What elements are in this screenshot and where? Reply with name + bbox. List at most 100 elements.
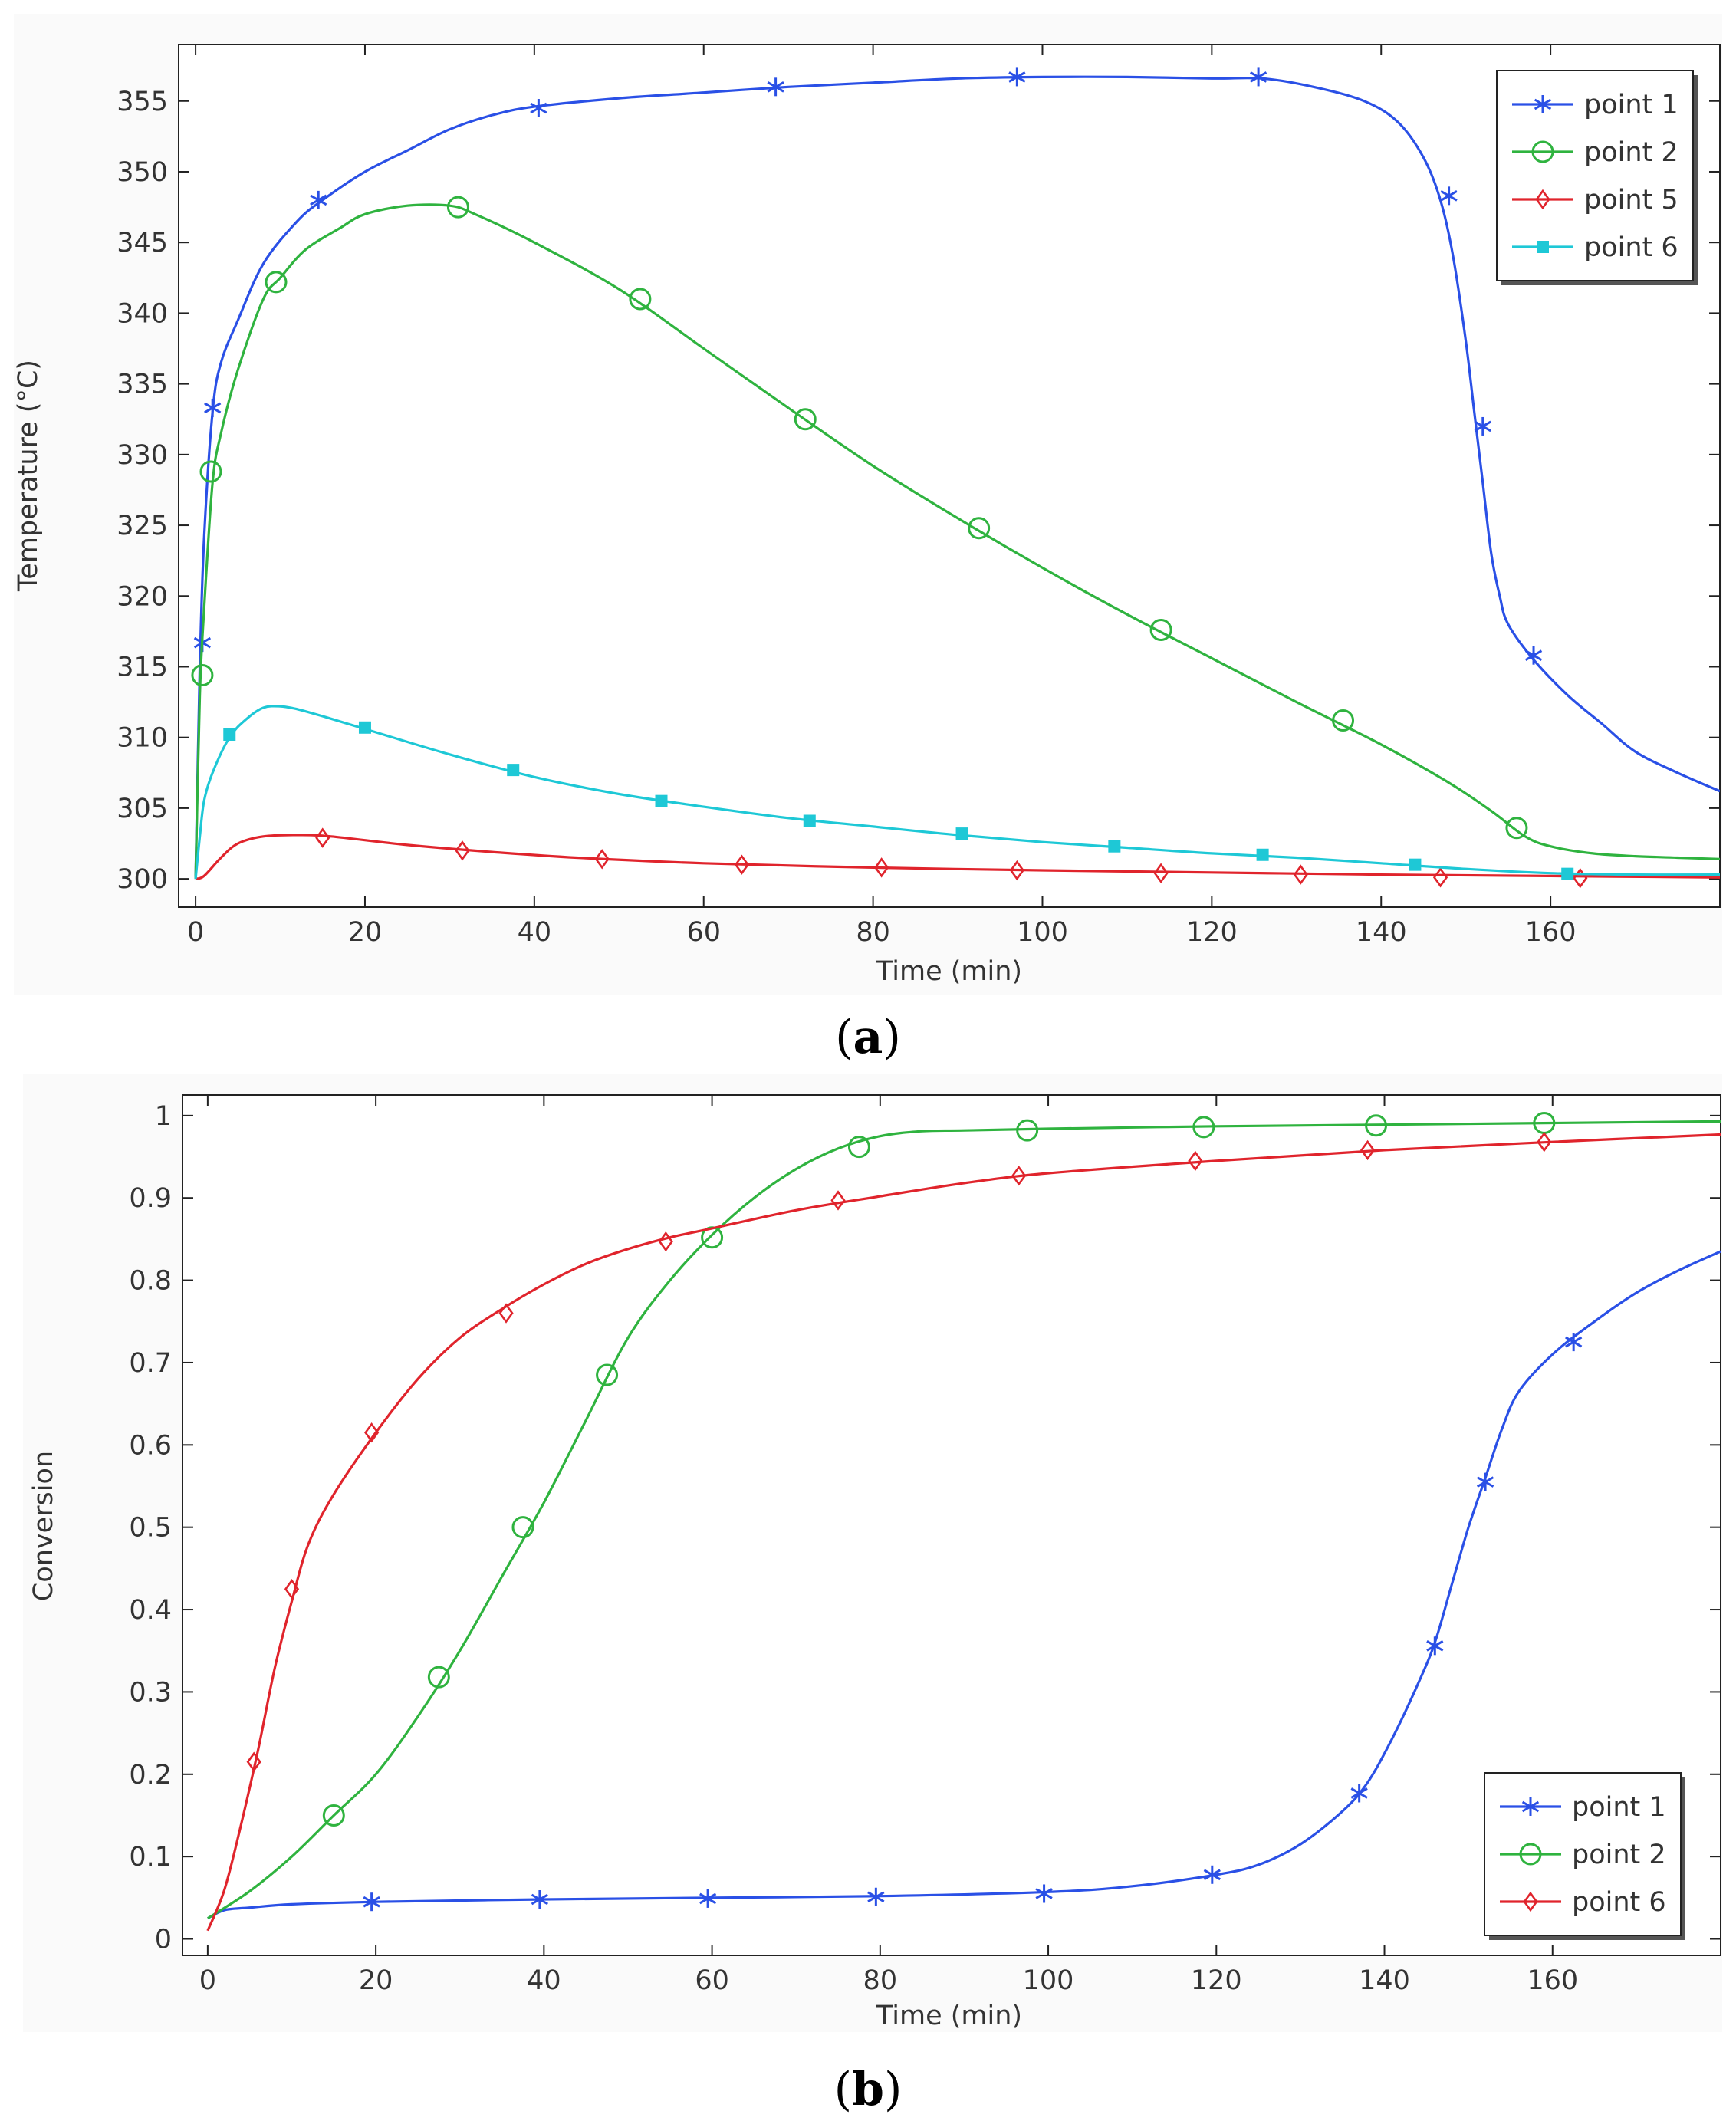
chart-b-y-tick-label: 0.8 [129, 1266, 172, 1297]
chart-a-point-1-marker [1008, 67, 1026, 87]
chart-b-y-tick-label: 0.4 [129, 1595, 172, 1626]
chart-a-point-2-marker [1149, 619, 1172, 642]
chart-b-y-axis-label: Conversion [28, 1451, 59, 1601]
chart-a-legend-point-5-marker [1535, 189, 1550, 210]
chart-b-point-2-marker [1365, 1114, 1388, 1137]
chart-b-x-tick-label: 140 [1359, 1965, 1410, 1996]
chart-b-y-tick-label: 0.9 [129, 1183, 172, 1214]
chart-b-x-axis-label: Time (min) [876, 2001, 1022, 2031]
chart-a-point-5-marker [1573, 867, 1588, 889]
chart-a-x-tick-label: 0 [187, 917, 204, 948]
chart-a: 0 20 40 60 80 100 120 140 160 300 305 310 315 320 325 3… [0, 0, 1736, 997]
chart-b-y-tick-label: 0.2 [129, 1760, 172, 1791]
chart-b-point-1-marker [699, 1889, 717, 1908]
chart-a-point-1-marker [1474, 416, 1491, 436]
chart-b: 0 20 40 60 80 100 120 140 160 0 0.1 0.2 0.3 0.4 0.5 0.6… [0, 1066, 1736, 2063]
chart-a-point-5-marker [874, 857, 889, 878]
chart-b-point-1-marker [1565, 1333, 1583, 1352]
chart-a-legend-point-1-marker [1534, 95, 1552, 113]
chart-a-point-6-marker [1561, 867, 1574, 880]
chart-a-y-tick-label: 340 [117, 298, 168, 329]
chart-b-legend-point-1-label: point 1 [1572, 1792, 1666, 1823]
chart-a-point-6-marker [803, 814, 816, 827]
chart-b-svg: 0 20 40 60 80 100 120 140 160 0 0.1 0.2 0.3 0.4 0.5 0.6… [23, 1074, 1722, 2032]
chart-a-legend-point-2-label: point 2 [1584, 137, 1678, 168]
chart-a-caption-letter: a [853, 1011, 883, 1064]
chart-b-point-2-marker [1016, 1119, 1039, 1142]
chart-b-y-tick-label: 1 [155, 1101, 172, 1132]
chart-a-x-axis-label: Time (min) [876, 956, 1022, 987]
chart-a-legend-point-6-label: point 6 [1584, 232, 1678, 263]
chart-a-point-6-marker [1108, 840, 1121, 853]
chart-b-point-1-marker [1350, 1784, 1368, 1803]
chart-a-x-tick-label: 160 [1525, 917, 1577, 948]
chart-b-point-1-marker [1203, 1865, 1221, 1884]
chart-a-y-axis-label: Temperature (°C) [13, 360, 44, 592]
chart-b-point-1-marker [867, 1887, 885, 1906]
chart-a-point-6-line [194, 705, 1720, 880]
chart-a-point-1-marker [530, 98, 547, 117]
chart-a-point-1-marker [310, 190, 327, 209]
chart-a-point-6-marker [955, 827, 968, 840]
chart-b-caption-letter: b [852, 2063, 884, 2116]
chart-a-legend-box [1496, 70, 1694, 281]
chart-b-point-6-marker [830, 1190, 846, 1211]
chart-a-point-6-marker [1409, 858, 1422, 871]
chart-b-point-6-marker [1188, 1150, 1203, 1172]
chart-a-point-5-line [195, 834, 1720, 880]
chart-a-legend-point-1-label: point 1 [1584, 90, 1678, 120]
chart-a-plot-area [178, 44, 1721, 908]
chart-b-x-tick-label: 20 [359, 1965, 393, 1996]
chart-a-point-5-marker [734, 854, 750, 875]
chart-a-point-2-marker [1332, 709, 1355, 732]
chart-a-legend-point-2-marker [1531, 140, 1554, 163]
chart-b-x-tick-label: 80 [863, 1965, 898, 1996]
chart-b-point-2-marker [427, 1666, 450, 1689]
chart-a-point-1-marker [1440, 186, 1458, 206]
chart-b-point-1-line [207, 1250, 1721, 1920]
chart-b-y-tick-label: 0.7 [129, 1348, 172, 1379]
chart-b-plot-area [182, 1094, 1721, 1956]
chart-a-point-5-markers [315, 827, 1588, 889]
chart-a-point-2-marker [446, 196, 469, 219]
chart-a-y-tick-label: 320 [117, 581, 168, 612]
chart-a-point-2-marker [191, 664, 214, 687]
chart-a-legend: point 1 point 2 point 5 point 6 [1496, 70, 1698, 285]
chart-b-x-tick-label: 160 [1527, 1965, 1578, 1996]
chart-a-point-2-markers [191, 196, 1528, 840]
chart-b-y-tick-label: 0.6 [129, 1430, 172, 1461]
chart-b-point-1-marker [531, 1889, 549, 1909]
chart-a-point-5-marker [455, 840, 470, 861]
chart-b-point-6-marker [1011, 1166, 1027, 1186]
chart-a-y-tick-label: 305 [117, 794, 168, 824]
chart-b-legend-point-2-label: point 2 [1572, 1840, 1666, 1870]
chart-a-point-1-marker [204, 398, 222, 417]
chart-b-y-tick-label: 0.3 [129, 1677, 172, 1708]
chart-b-point-1-marker [1035, 1884, 1053, 1903]
chart-a-x-tick-label: 140 [1356, 917, 1407, 948]
chart-a-point-5-marker [1153, 863, 1169, 883]
chart-b-point-2-line [207, 1120, 1721, 1920]
chart-a-point-2-marker [265, 271, 288, 294]
chart-b-point-6-marker [246, 1751, 261, 1772]
chart-a-y-tick-label: 315 [117, 652, 168, 682]
chart-a-point-2-marker [794, 408, 817, 431]
chart-a-x-tick-label: 40 [518, 917, 552, 948]
chart-b-point-2-marker [1192, 1116, 1215, 1139]
chart-b-legend-point-6-label: point 6 [1572, 1887, 1666, 1918]
chart-b-point-1-marker [363, 1892, 380, 1912]
chart-a-point-5-marker [594, 849, 610, 870]
chart-b-point-2-marker [596, 1363, 619, 1386]
chart-a-point-6-marker [1256, 848, 1269, 861]
chart-b-legend-point-2-marker [1519, 1843, 1542, 1866]
chart-b-point-2-marker [322, 1804, 345, 1827]
chart-b-point-1-marker [1426, 1636, 1444, 1656]
chart-a-legend-point-6-marker [1537, 241, 1549, 253]
chart-a-point-5-marker [1009, 860, 1024, 881]
chart-a-point-1-markers [193, 67, 1543, 665]
chart-b-ticks: 0 20 40 60 80 100 120 140 160 0 0.1 0.2 0.3 0.4 0.5 0.6… [129, 1095, 1721, 1996]
chart-a-x-tick-label: 120 [1186, 917, 1238, 948]
chart-a-x-tick-label: 60 [686, 917, 721, 948]
chart-b-legend: point 1 point 2 point 6 [1484, 1772, 1685, 1940]
chart-b-point-2-marker [847, 1136, 870, 1159]
